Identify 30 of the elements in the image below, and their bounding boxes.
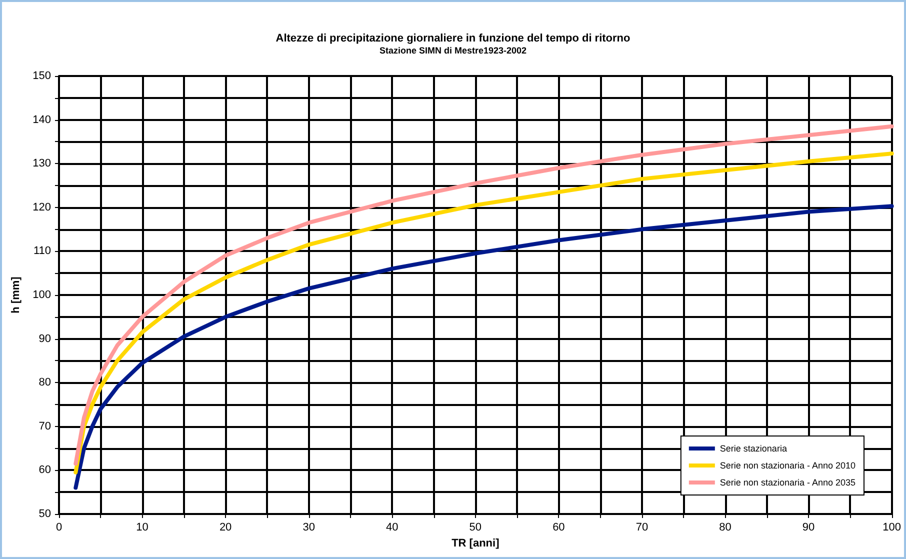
y-tick-label: 140	[32, 114, 51, 126]
x-tick-label: 40	[386, 522, 398, 534]
x-tick-label: 70	[636, 522, 648, 534]
y-tick-label: 50	[38, 508, 51, 520]
y-tick-label: 80	[38, 376, 51, 389]
legend-label: Serie non stazionaria - Anno 2010	[720, 460, 856, 470]
y-tick-label: 110	[33, 245, 51, 258]
y-tick-label: 100	[32, 289, 51, 301]
y-axis-title: h [mm]	[10, 276, 22, 314]
x-axis-title: TR [anni]	[452, 537, 500, 550]
x-tick-label: 80	[719, 522, 732, 534]
x-tick-label: 90	[802, 522, 815, 534]
x-tick-label: 10	[136, 522, 148, 534]
y-tick-label: 120	[32, 201, 51, 214]
x-tick-label: 100	[882, 522, 902, 534]
y-tick-label: 90	[38, 332, 51, 345]
line-series	[74, 204, 894, 490]
x-tick-label: 60	[552, 522, 565, 534]
legend-label: Serie stazionaria	[720, 444, 787, 454]
y-tick-label: 130	[32, 158, 51, 170]
x-tick-label: 30	[302, 522, 315, 534]
chart-title: Altezze di precipitazione giornaliere in funzione del tempo di ritorno	[276, 32, 631, 44]
x-tick-label: 20	[219, 522, 232, 534]
y-tick-label: 60	[38, 464, 51, 476]
y-tick-label: 70	[38, 420, 51, 432]
x-tick-label: 0	[56, 522, 62, 534]
y-tick-label: 150	[32, 70, 51, 82]
chart-subtitle: Stazione SIMN di Mestre1923-2002	[379, 46, 527, 56]
x-tick-label: 50	[469, 522, 482, 534]
legend-label: Serie non stazionaria - Anno 2035	[720, 478, 856, 488]
